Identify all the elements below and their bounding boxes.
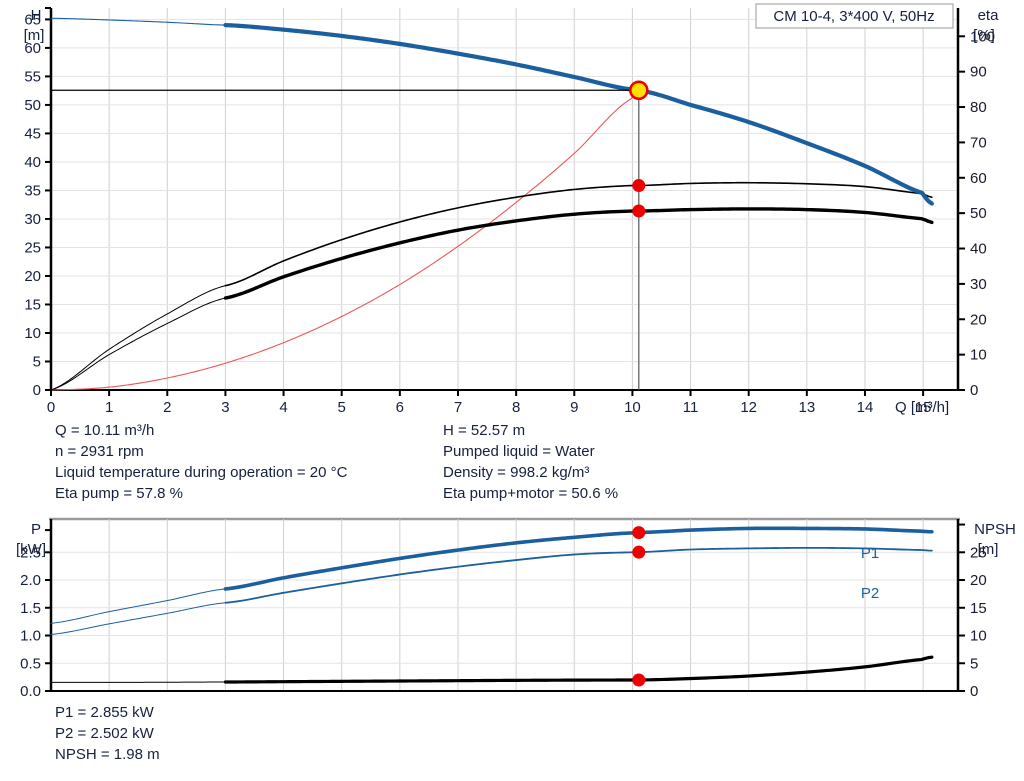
top-y2-tick-label: 50 xyxy=(970,205,987,222)
bottom-y2-tick-label: 15 xyxy=(970,600,987,617)
bottom-y-tick-label: 0.5 xyxy=(20,655,41,672)
info-right-line-3: Eta pump+motor = 50.6 % xyxy=(443,485,618,502)
eta-pump-motor-curve xyxy=(223,207,934,300)
top-x-tick-label: 12 xyxy=(740,399,757,416)
bottom-y2-tick-label: 10 xyxy=(970,628,987,645)
info-left-line-2: Liquid temperature during operation = 20… xyxy=(55,464,348,481)
p2-duty-marker xyxy=(632,545,646,559)
top-x-tick-label: 3 xyxy=(221,399,229,416)
top-y-tick-label: 15 xyxy=(24,296,41,313)
head-curve xyxy=(223,23,934,206)
top-x-tick-label: 5 xyxy=(338,399,346,416)
top-y2-tick-label: 0 xyxy=(970,382,978,399)
info-bottom-line-0: P1 = 2.855 kW xyxy=(55,704,155,721)
top-y2-tick-label: 20 xyxy=(970,311,987,328)
bottom-y2-tick-label: 0 xyxy=(970,683,978,700)
top-y2-tick-label: 90 xyxy=(970,64,987,81)
top-y-tick-label: 5 xyxy=(33,353,41,370)
bottom-y-tick-label: 1.5 xyxy=(20,600,41,617)
top-y2-tick-label: 80 xyxy=(970,99,987,116)
top-y2-tick-label: 40 xyxy=(970,241,987,258)
top-y-tick-label: 10 xyxy=(24,325,41,342)
bottom-y-tick-label: 1.0 xyxy=(20,628,41,645)
eta-pump-curve-thin xyxy=(50,285,226,391)
top-y2-tick-label: 100 xyxy=(970,28,995,45)
top-x-tick-label: 14 xyxy=(857,399,874,416)
top-x-tick-label: 10 xyxy=(624,399,641,416)
top-y-tick-label: 60 xyxy=(24,40,41,57)
info-left-line-1: n = 2931 rpm xyxy=(55,443,144,460)
title-box xyxy=(755,3,954,29)
top-y2-tick-label: 30 xyxy=(970,276,987,293)
bottom-left-axis-title-line1: P xyxy=(31,521,41,538)
eta-pump-curve xyxy=(224,181,933,287)
top-x-tick-label: 11 xyxy=(683,399,699,416)
top-y2-tick-label: 60 xyxy=(970,170,987,187)
top-y-tick-label: 25 xyxy=(24,239,41,256)
p1-duty-marker xyxy=(632,526,646,540)
top-x-tick-label: 6 xyxy=(396,399,404,416)
top-y-tick-label: 40 xyxy=(24,154,41,171)
npsh-duty-marker xyxy=(632,673,646,687)
npsh-curve xyxy=(223,655,934,684)
p1-curve-label: P1 xyxy=(861,545,879,562)
head-curve-thin xyxy=(50,17,226,26)
top-left-axis-title-line1: H xyxy=(31,7,42,24)
top-y-tick-label: 65 xyxy=(24,11,41,28)
info-bottom-line-1: P2 = 2.502 kW xyxy=(55,725,155,742)
top-y-tick-label: 0 xyxy=(33,382,41,399)
bottom-y2-tick-label: 25 xyxy=(970,544,987,561)
info-bottom-line-2: NPSH = 1.98 m xyxy=(55,746,160,763)
bottom-y-tick-label: 2.5 xyxy=(20,544,41,561)
top-y-tick-label: 55 xyxy=(24,68,41,85)
system-duty-curve xyxy=(50,89,640,391)
bottom-right-axis-title-line2: [m] xyxy=(978,541,999,558)
top-x-tick-label: 9 xyxy=(570,399,578,416)
top-y2-tick-label: 70 xyxy=(970,134,987,151)
top-right-axis-title-line1: eta xyxy=(978,7,1000,24)
top-x-tick-label: 1 xyxy=(105,399,113,416)
p2-curve xyxy=(224,546,933,604)
p2-curve-thin xyxy=(50,602,226,635)
bottom-y2-tick-label: 5 xyxy=(970,655,978,672)
info-right-line-2: Density = 998.2 kg/m³ xyxy=(443,464,589,481)
top-x-tick-label: 4 xyxy=(279,399,287,416)
top-x-tick-label: 2 xyxy=(163,399,171,416)
top-x-tick-label: 7 xyxy=(454,399,462,416)
top-x-tick-label: 8 xyxy=(512,399,520,416)
eta-pump-motor-curve-thin xyxy=(50,297,226,391)
top-x-axis-title: Q [m³/h] xyxy=(895,399,949,416)
bottom-y2-tick-label: 20 xyxy=(970,572,987,589)
bottom-y-tick-label: 2.0 xyxy=(20,572,41,589)
info-left-line-0: Q = 10.11 m³/h xyxy=(55,422,154,439)
eta-pump-motor-duty-marker xyxy=(632,204,646,218)
p1-curve-thin xyxy=(50,588,226,624)
duty-point-marker xyxy=(629,80,649,101)
top-x-tick-label: 15 xyxy=(915,399,932,416)
top-y2-tick-label: 10 xyxy=(970,347,987,364)
bottom-left-axis-title-line2: [kW] xyxy=(16,541,46,558)
p1-curve xyxy=(223,526,934,591)
info-right-line-0: H = 52.57 m xyxy=(443,422,525,439)
top-y-tick-label: 50 xyxy=(24,97,41,114)
eta-pump-duty-marker xyxy=(632,179,646,193)
p2-curve-label: P2 xyxy=(861,585,879,602)
bottom-right-axis-title-line1: NPSH xyxy=(974,521,1016,538)
info-left-line-3: Eta pump = 57.8 % xyxy=(55,485,183,502)
bottom-y-tick-label: 0.0 xyxy=(20,683,41,700)
top-y-tick-label: 45 xyxy=(24,125,41,142)
top-right-axis-title-line2: [%] xyxy=(973,27,995,44)
top-left-axis-title-line2: [m] xyxy=(24,27,45,44)
title-box-text: CM 10-4, 3*400 V, 50Hz xyxy=(773,8,934,25)
top-y-tick-label: 20 xyxy=(24,268,41,285)
top-x-tick-label: 13 xyxy=(798,399,815,416)
top-x-tick-label: 0 xyxy=(47,399,55,416)
top-y-tick-label: 35 xyxy=(24,182,41,199)
info-right-line-1: Pumped liquid = Water xyxy=(443,443,595,460)
top-y-tick-label: 30 xyxy=(24,211,41,228)
